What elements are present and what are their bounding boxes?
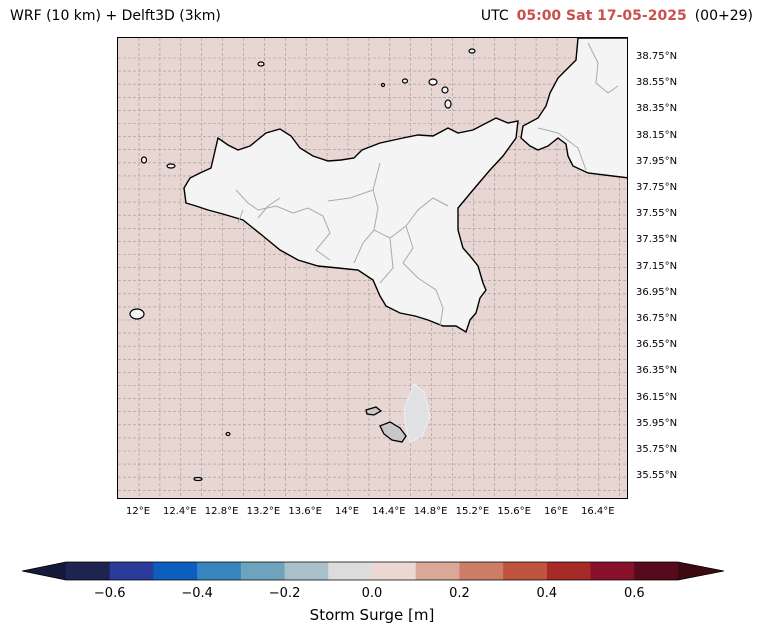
lat-label: 38.15°N (636, 129, 678, 141)
colorbar-segment (284, 562, 329, 580)
colorbar-outline (22, 561, 724, 581)
map-panel (117, 37, 628, 499)
colorbar-low-extend (22, 562, 66, 580)
forecast-time-header: UTC 05:00 Sat 17-05-2025 (00+29) (481, 8, 753, 24)
colorbar-segment (546, 562, 592, 580)
calabria-borders (537, 42, 619, 171)
lat-label: 36.55°N (636, 339, 678, 351)
colorbar-segment (634, 562, 679, 580)
gozo-island (365, 406, 383, 416)
colorbar-segment (503, 562, 548, 580)
province-borders (235, 162, 449, 327)
lat-label: 37.55°N (636, 208, 678, 220)
colorbar-tick-label: 0.0 (361, 586, 383, 601)
minor-islands (129, 48, 476, 482)
lon-label: 13.2°E (246, 506, 281, 517)
colorbar-segment (109, 562, 154, 580)
colorbar-segment (197, 562, 242, 580)
lat-label: 36.95°N (636, 286, 678, 298)
lon-label: 15.6°E (497, 506, 531, 517)
lon-label: 13.6°E (288, 506, 322, 517)
lat-label: 36.15°N (636, 391, 678, 403)
colorbar-segment (328, 562, 373, 580)
lon-label: 16°E (543, 506, 569, 517)
lon-label: 14.8°E (413, 506, 448, 517)
map-canvas (118, 38, 627, 498)
utc-label: UTC (480, 8, 509, 24)
colorbar-tick-label: 0.6 (623, 586, 645, 601)
colorbar-segment (590, 562, 635, 580)
colorbar-tick-label: 0.2 (449, 586, 470, 601)
forecast-time: 05:00 Sat 17-05-2025 (516, 8, 687, 24)
lat-label: 37.35°N (636, 234, 678, 246)
lon-label: 12°E (125, 506, 151, 517)
lat-label: 38.75°N (636, 51, 678, 62)
lon-label: 14.4°E (372, 506, 406, 517)
colorbar-segment (372, 562, 417, 580)
colorbar-tick-label: −0.4 (181, 586, 213, 601)
malta-island (379, 421, 407, 443)
lat-label: 35.75°N (636, 444, 678, 455)
colorbar-segment (66, 562, 111, 580)
lon-label: 15.2°E (455, 506, 490, 517)
colorbar-segment (459, 562, 504, 580)
malta-shelf (403, 383, 431, 443)
colorbar-segment (153, 562, 198, 580)
storm-surge-colorbar (22, 561, 724, 581)
lon-label: 16.4°E (581, 506, 615, 517)
lat-label: 36.75°N (636, 313, 678, 324)
lat-label: 38.35°N (636, 103, 678, 115)
calabria-coast (520, 38, 627, 179)
lat-label: 37.15°N (636, 260, 678, 272)
lon-label: 12.8°E (204, 506, 239, 517)
colorbar-tick-label: −0.2 (268, 586, 301, 601)
colorbar-tick-label: −0.6 (93, 586, 126, 601)
sicily-island (183, 117, 519, 334)
colorbar-label: Storm Surge [m] (309, 606, 435, 624)
lat-label: 36.35°N (636, 365, 678, 377)
forecast-run: (00+29) (694, 8, 753, 24)
lat-label: 35.55°N (636, 470, 678, 482)
lat-label: 35.95°N (636, 417, 678, 429)
colorbar-high-extend (678, 562, 724, 580)
colorbar-segment (415, 562, 460, 580)
lon-label: 12.4°E (163, 506, 197, 517)
lat-label: 37.95°N (636, 155, 678, 167)
colorbar-tick-label: 0.4 (536, 586, 558, 601)
lat-label: 37.75°N (636, 182, 678, 193)
lon-label: 14°E (334, 506, 360, 517)
map-title: WRF (10 km) + Delft3D (3km) (10, 8, 221, 24)
lat-label: 38.55°N (636, 77, 678, 89)
colorbar-segment (240, 562, 286, 580)
